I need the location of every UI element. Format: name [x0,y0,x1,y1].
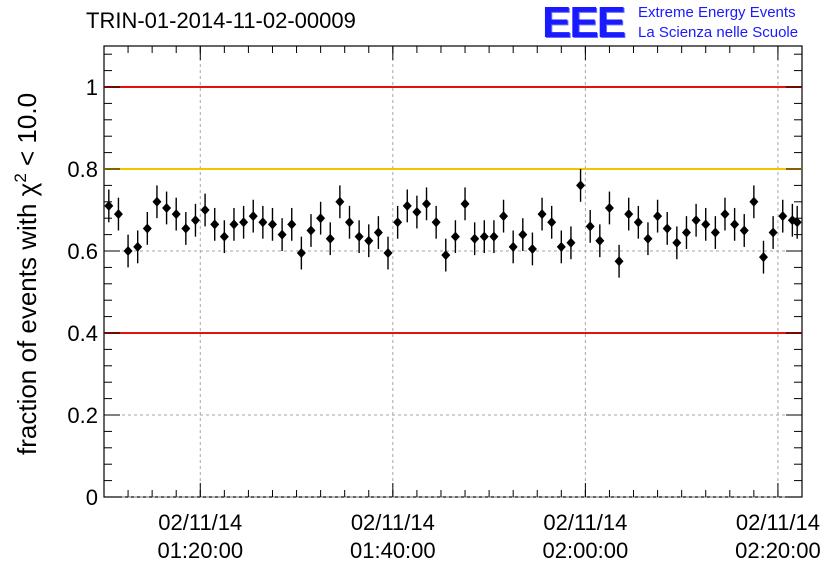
y-tick-label: 0.4 [67,321,98,346]
data-point [595,235,605,246]
data-point [547,217,557,228]
y-tick-label: 0 [86,485,98,510]
data-point [556,241,566,252]
x-tick-time-label: 01:20:00 [157,538,243,563]
data-point [402,200,412,211]
data-point [142,223,152,234]
data-point [527,243,537,254]
axis-ticks [103,46,803,498]
data-point [537,209,547,220]
data-point [200,205,210,215]
data-point [171,209,181,220]
data-point [701,219,711,230]
x-tick-date-label: 02/11/14 [736,510,820,535]
data-point [229,219,239,230]
data-point [450,231,460,242]
data-point [383,248,393,259]
y-tick-label: 0.8 [67,157,98,182]
data-point [566,237,576,248]
x-tick-time-label: 01:40:00 [350,538,436,563]
data-point [152,196,162,207]
data-point [316,213,326,224]
data-point [123,246,133,256]
x-tick-time-label: 02:00:00 [543,538,629,563]
data-point [633,217,643,228]
x-tick-date-label: 02/11/14 [543,510,627,535]
x-tick-date-label: 02/11/14 [158,510,242,535]
data-point [354,231,364,242]
data-point [739,225,749,236]
y-tick-label: 0.6 [67,239,98,264]
data-point [441,250,451,261]
data-point [210,219,220,230]
data-point [576,180,586,191]
plot-frame [103,45,803,498]
data-point [470,233,480,244]
data-point [681,227,691,238]
data-point [792,217,802,228]
logo-line-2: La Scienza nelle Scuole [638,24,799,41]
y-tick-label: 1 [86,75,98,100]
data-point [296,248,306,259]
data-point [778,211,788,222]
data-point [730,219,740,230]
data-point [258,217,268,228]
data-point [133,241,143,252]
data-point [113,209,123,220]
data-point [479,231,489,242]
data-point [662,223,672,234]
data-points [104,169,802,278]
data-point [643,233,653,244]
data-point [768,227,778,238]
data-point [104,200,114,211]
data-point [720,209,730,220]
chart-title: TRIN-01-2014-11-02-00009 [86,8,356,33]
y-tick-label: 0.2 [67,403,98,428]
data-point [691,215,701,226]
data-point [219,231,229,242]
data-point [499,211,509,222]
data-point [306,225,316,236]
data-point [518,229,528,240]
logo-letters: EEE [542,0,626,47]
data-point [181,223,191,234]
data-point [508,241,518,252]
data-point [758,252,768,263]
data-point [190,215,200,226]
data-point [287,219,297,230]
data-point [239,217,249,228]
data-point [267,219,277,230]
reference-lines [104,86,802,334]
data-point [614,256,624,267]
data-point [162,202,172,213]
data-point [345,217,355,228]
data-point [431,217,441,228]
data-point [749,196,759,207]
logo-line-1: Extreme Energy Events [638,4,796,21]
x-tick-time-label: 02:20:00 [735,538,821,563]
x-tick-date-label: 02/11/14 [351,510,435,535]
data-point [393,217,403,228]
data-point [422,198,432,209]
data-point [373,227,383,238]
tick-labels: 0 0.2 0.4 0.6 0.8 1 02/11/14 01:20:00 02/11/14 01… [67,75,820,563]
data-point [325,233,335,244]
data-point [277,229,287,240]
y-axis-label: fraction of events with χ2 < 10.0 [11,93,42,455]
grid-layer [104,46,802,498]
data-point [412,207,422,218]
data-point [710,227,720,238]
data-point [335,196,345,207]
data-point [672,237,682,248]
data-point [624,209,634,220]
data-point [489,231,499,242]
data-point [585,221,595,232]
data-point [604,202,614,213]
data-point [653,211,663,222]
data-point [248,211,258,222]
data-point [364,235,374,246]
data-point [460,198,470,209]
